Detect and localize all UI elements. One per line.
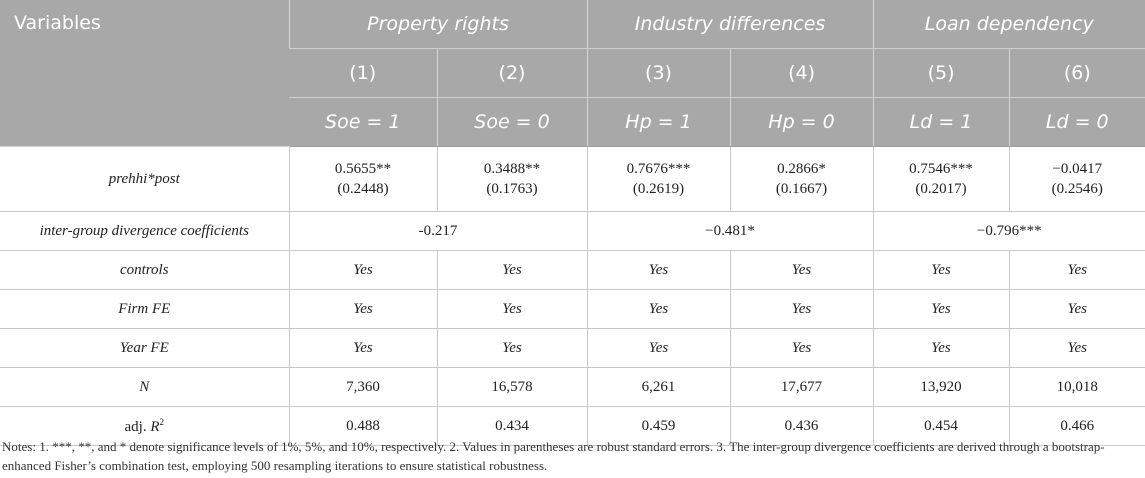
table-cell: Yes [288,289,437,329]
subsample-condition: Soe = 0 [436,97,588,147]
divergence-value: -0.217 [288,211,588,251]
model-number: (4) [729,48,874,98]
table-row-prehhi-post: prehhi*post 0.5655** (0.2448) 0.3488** (0.… [0,146,1145,212]
group-header-industry-differences: Industry differences [586,0,874,49]
coefficient-cell: 0.7546*** (0.2017) [872,146,1010,212]
row-label: adj. R2 [0,406,289,446]
standard-error: (0.2017) [915,180,967,197]
table-cell: Yes [586,250,731,290]
table-cell: Yes [586,328,731,368]
subsample-condition: Hp = 0 [729,97,874,147]
table-cell: Yes [1008,250,1145,290]
table-cell: 0.488 [288,406,437,446]
table-cell: Yes [1008,289,1145,329]
model-number: (1) [289,48,437,98]
coefficient-cell: −0.0417 (0.2546) [1008,146,1145,212]
row-label: controls [0,250,289,290]
table-header: Variables Property rights Industry diffe… [0,0,1145,147]
table-cell: Yes [872,250,1010,290]
coefficient-cell: 0.5655** (0.2448) [288,146,437,212]
group-header-property-rights: Property rights [288,0,588,49]
table-cell: 17,677 [729,367,874,407]
coefficient: 0.7676*** [626,160,691,177]
table-cell: 0.466 [1008,406,1145,446]
coefficient: 0.5655** [334,160,392,177]
table-notes: Notes: 1. ***, **, and * denote signific… [2,439,1105,473]
row-label: Firm FE [0,289,289,329]
table-cell: 7,360 [288,367,437,407]
coefficient: −0.0417 [1052,160,1103,177]
table-cell: Yes [729,289,874,329]
model-number: (5) [872,48,1010,98]
table-cell: 0.454 [872,406,1010,446]
table-row-firm-fe: Firm FE Yes Yes Yes Yes Yes Yes [0,289,1145,329]
table-cell: Yes [288,328,437,368]
divergence-value: −0.796*** [872,211,1145,251]
table-cell: Yes [729,250,874,290]
table-cell: 0.434 [436,406,588,446]
table-cell: 16,578 [436,367,588,407]
standard-error: (0.2619) [632,180,685,197]
table-row-n: N 7,360 16,578 6,261 17,677 13,920 10,01… [0,367,1145,407]
table-cell: Yes [1008,328,1145,368]
coefficient: 0.2866* [777,160,826,177]
coefficient-cell: 0.3488** (0.1763) [436,146,588,212]
model-number: (6) [1008,48,1145,98]
regression-table: Variables Property rights Industry diffe… [0,0,1145,446]
table-cell: Yes [288,250,437,290]
table-row-divergence: inter-group divergence coefficients -0.2… [0,211,1145,251]
coefficient-cell: 0.7676*** (0.2619) [586,146,731,212]
model-number: (3) [586,48,731,98]
adj-r2-var: R [150,418,160,435]
variables-header: Variables [0,0,289,147]
standard-error: (0.1763) [486,180,538,197]
standard-error: (0.2546) [1051,180,1103,197]
table-row-adj-r2: adj. R2 0.488 0.434 0.459 0.436 0.454 0.… [0,406,1145,446]
standard-error: (0.2448) [337,180,389,197]
coefficient-cell: 0.2866* (0.1667) [729,146,874,212]
coefficient: 0.3488** [483,160,541,177]
coefficient: 0.7546*** [909,160,973,177]
group-header-loan-dependency: Loan dependency [872,0,1145,49]
adj-r2-prefix: adj. [124,418,151,435]
table-cell: Yes [436,328,588,368]
table-cell: 0.436 [729,406,874,446]
row-label: inter-group divergence coefficients [0,211,289,251]
divergence-value: −0.481* [586,211,874,251]
table-cell: Yes [586,289,731,329]
adj-r2-sup: 2 [159,416,165,427]
subsample-condition: Ld = 0 [1008,97,1145,147]
table-row-controls: controls Yes Yes Yes Yes Yes Yes [0,250,1145,290]
table-cell: 0.459 [586,406,731,446]
table-cell: Yes [729,328,874,368]
table-cell: Yes [872,328,1010,368]
model-number: (2) [436,48,588,98]
table-cell: Yes [872,289,1010,329]
subsample-condition: Hp = 1 [586,97,731,147]
subsample-condition: Soe = 1 [289,97,437,147]
table-cell: 6,261 [586,367,731,407]
row-label: N [0,367,289,407]
subsample-condition: Ld = 1 [872,97,1010,147]
table-cell: 10,018 [1008,367,1145,407]
standard-error: (0.1667) [775,180,828,197]
row-label: prehhi*post [0,146,289,212]
table-cell: 13,920 [872,367,1010,407]
table-body: prehhi*post 0.5655** (0.2448) 0.3488** (0.… [0,146,1145,446]
table-cell: Yes [436,289,588,329]
table-cell: Yes [436,250,588,290]
table-row-year-fe: Year FE Yes Yes Yes Yes Yes Yes [0,328,1145,368]
row-label: Year FE [0,328,289,368]
